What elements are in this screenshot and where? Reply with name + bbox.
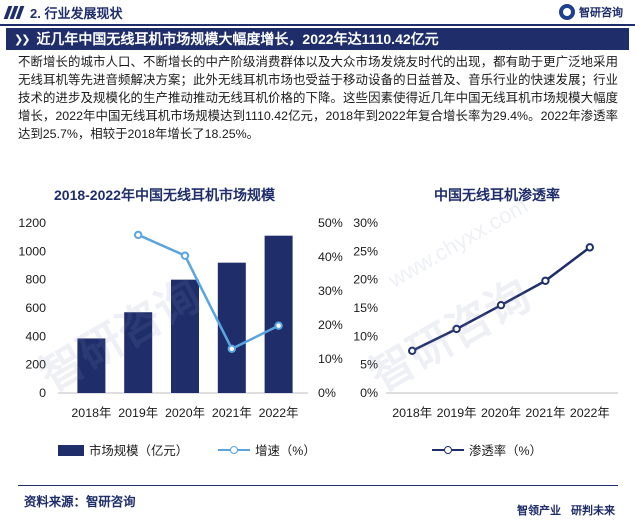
bar (171, 279, 199, 393)
legend-market-size-label: 市场规模（亿元） (89, 444, 189, 458)
right-chart-title: 中国无线耳机渗透率 (434, 187, 560, 203)
y-left-tick-label: 800 (25, 273, 46, 287)
slogan-part-1: 智领产业 (517, 505, 561, 517)
legend-growth-label: 增速（%） (255, 444, 316, 458)
market-size-chart: 0 200 400 600 800 1000 1200 0% 10% 20% 30% 40% 50% 20… (18, 216, 343, 420)
brand-name: 智研咨询 (579, 7, 623, 19)
y-right-tick-label: 0% (318, 386, 336, 400)
y-tick-label: 25% (353, 244, 378, 258)
x-tick-label: 2022年 (259, 406, 299, 420)
top-bar: 2. 行业发展现状 智研咨询 (0, 0, 635, 26)
y-left-tick-label: 200 (25, 358, 46, 372)
right-legend: 渗透率（%） (432, 441, 542, 459)
bar (264, 235, 293, 393)
legend-line-swatch (218, 444, 251, 456)
slogan: 智领产业 研判未来 (517, 502, 615, 518)
x-tick-label: 2020年 (481, 406, 521, 420)
y-left-tick-label: 1000 (18, 244, 46, 258)
x-tick-label: 2018年 (392, 406, 432, 420)
growth-point (274, 321, 283, 330)
x-tick-label: 2019年 (437, 406, 477, 420)
section-tag: 2. 行业发展现状 (0, 0, 122, 24)
y-tick-label: 20% (353, 273, 378, 287)
y-right-tick-label: 40% (318, 250, 343, 264)
y-right-tick-label: 50% (318, 216, 343, 230)
bar (124, 312, 153, 393)
penetration-point (585, 243, 595, 252)
legend-penetration-label: 渗透率（%） (469, 444, 542, 458)
x-tick-label: 2020年 (165, 406, 205, 420)
y-right-tick-label: 10% (318, 352, 343, 366)
x-tick-label: 2022年 (570, 406, 610, 420)
y-tick-label: 10% (353, 329, 378, 343)
footer-rule (18, 485, 618, 486)
bar (77, 338, 106, 393)
x-tick-label: 2018年 (71, 406, 111, 420)
brand-logo-icon (559, 4, 575, 20)
source-note: 资料来源：智研咨询 (24, 495, 136, 509)
x-tick-label: 2019年 (118, 406, 158, 420)
y-tick-label: 0% (360, 386, 378, 400)
section-label: 2. 行业发展现状 (30, 5, 123, 21)
y-left-tick-label: 1200 (18, 216, 46, 230)
y-right-tick-label: 20% (318, 318, 343, 332)
section-stripes-icon (3, 5, 25, 19)
description-paragraph: 不断增长的城市人口、不断增长的中产阶级消费群体以及大众市场发烧友时代的出现，都有… (18, 55, 618, 141)
double-chevron-icon: ❯❯ (14, 33, 31, 46)
y-right-tick-label: 30% (318, 284, 343, 298)
x-tick-label: 2021年 (212, 406, 252, 420)
title-banner: ❯❯ 近几年中国无线耳机市场规模大幅度增长，2022年达1110.42亿元 (6, 28, 629, 50)
left-chart-title: 2018-2022年中国无线耳机市场规模 (54, 187, 275, 203)
penetration-line (411, 246, 591, 352)
y-left-tick-label: 600 (25, 301, 46, 315)
top-rule (0, 24, 635, 26)
growth-line (137, 233, 280, 351)
x-tick-label: 2021年 (525, 406, 565, 420)
y-left-tick-label: 0 (39, 386, 46, 400)
growth-point (227, 344, 237, 354)
y-tick-label: 15% (353, 301, 378, 315)
penetration-point (496, 300, 506, 310)
left-legend: 市场规模（亿元） 增速（%） (58, 441, 316, 459)
penetration-point (408, 346, 417, 355)
legend-bar-swatch (58, 444, 84, 456)
growth-point (180, 251, 190, 260)
brand: 智研咨询 (559, 4, 623, 20)
slogan-part-2: 研判未来 (571, 505, 615, 517)
y-tick-label: 5% (360, 358, 378, 372)
penetration-point (452, 324, 461, 334)
legend-penetration-swatch (432, 444, 464, 456)
banner-title: 近几年中国无线耳机市场规模大幅度增长，2022年达1110.42亿元 (36, 31, 439, 47)
penetration-point (541, 276, 550, 286)
penetration-chart: 0% 5% 10% 15% 20% 25% 30% 2018年 2019年 2020年 2021年 2… (353, 216, 618, 420)
y-tick-label: 30% (353, 216, 378, 230)
y-left-tick-label: 400 (25, 329, 46, 343)
growth-point (134, 230, 143, 240)
